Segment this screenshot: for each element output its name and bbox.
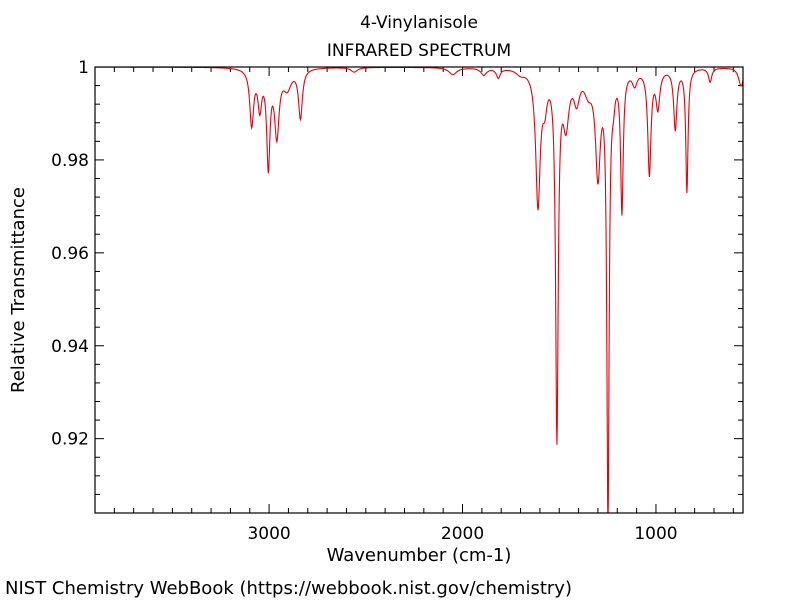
y-tick-label: 0.98	[51, 151, 89, 171]
y-tick-label: 0.94	[51, 337, 89, 357]
chart-subtitle: INFRARED SPECTRUM	[327, 41, 511, 61]
y-tick-label: 0.96	[51, 244, 89, 264]
y-axis: 1 0.98 0.96 0.94 0.92	[51, 58, 743, 514]
x-axis: 3000 2000 1000	[113, 67, 734, 544]
y-axis-label: Relative Transmittance	[8, 187, 29, 393]
y-tick-label: 1	[78, 58, 89, 78]
source-credit: NIST Chemistry WebBook (https://webbook.…	[5, 578, 572, 599]
x-tick-label: 1000	[634, 524, 677, 544]
chart-title: 4-Vinylanisole	[360, 13, 478, 33]
x-tick-label: 2000	[441, 524, 484, 544]
x-axis-label: Wavenumber (cm-1)	[327, 545, 512, 566]
y-tick-label: 0.92	[51, 430, 89, 450]
spectrum-series-line	[95, 67, 743, 513]
plot-frame	[94, 66, 744, 514]
x-tick-label: 3000	[247, 524, 290, 544]
